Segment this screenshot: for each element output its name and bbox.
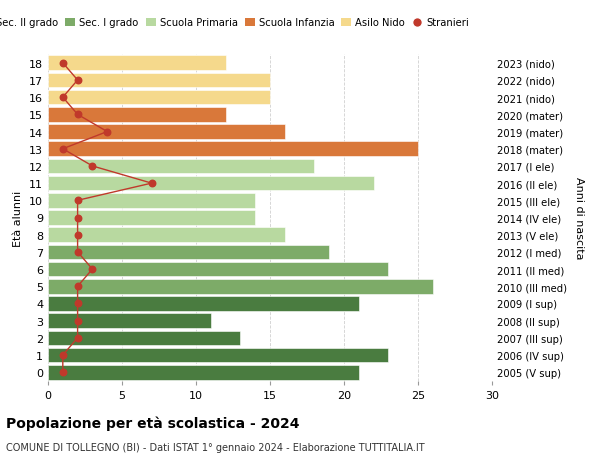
- Point: [88, 163, 97, 170]
- Point: [58, 146, 68, 153]
- Bar: [48, 211, 255, 225]
- Point: [73, 249, 82, 256]
- Bar: [48, 91, 270, 105]
- Y-axis label: Età alunni: Età alunni: [13, 190, 23, 246]
- Bar: [48, 73, 270, 88]
- Point: [73, 283, 82, 290]
- Bar: [48, 159, 314, 174]
- Point: [73, 335, 82, 342]
- Bar: [48, 142, 418, 157]
- Point: [58, 369, 68, 376]
- Bar: [48, 280, 433, 294]
- Point: [103, 129, 112, 136]
- Bar: [48, 108, 226, 123]
- Point: [73, 112, 82, 119]
- Point: [73, 317, 82, 325]
- Y-axis label: Anni di nascita: Anni di nascita: [574, 177, 584, 259]
- Point: [58, 60, 68, 67]
- Point: [58, 94, 68, 101]
- Bar: [48, 228, 285, 242]
- Point: [73, 77, 82, 84]
- Point: [88, 266, 97, 273]
- Point: [147, 180, 157, 187]
- Bar: [48, 331, 241, 345]
- Bar: [48, 313, 211, 328]
- Bar: [48, 56, 226, 71]
- Text: COMUNE DI TOLLEGNO (BI) - Dati ISTAT 1° gennaio 2024 - Elaborazione TUTTITALIA.I: COMUNE DI TOLLEGNO (BI) - Dati ISTAT 1° …: [6, 442, 425, 452]
- Bar: [48, 262, 388, 277]
- Point: [73, 231, 82, 239]
- Legend: Sec. II grado, Sec. I grado, Scuola Primaria, Scuola Infanzia, Asilo Nido, Stran: Sec. II grado, Sec. I grado, Scuola Prim…: [0, 14, 473, 33]
- Bar: [48, 365, 359, 380]
- Text: Popolazione per età scolastica - 2024: Popolazione per età scolastica - 2024: [6, 415, 299, 430]
- Point: [58, 352, 68, 359]
- Bar: [48, 125, 285, 140]
- Bar: [48, 176, 374, 191]
- Bar: [48, 194, 255, 208]
- Bar: [48, 245, 329, 260]
- Point: [73, 197, 82, 205]
- Point: [73, 300, 82, 308]
- Bar: [48, 348, 388, 363]
- Point: [73, 214, 82, 222]
- Bar: [48, 297, 359, 311]
